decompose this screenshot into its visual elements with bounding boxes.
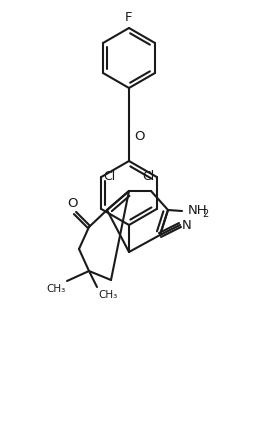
Text: O: O — [68, 197, 78, 210]
Text: CH₃: CH₃ — [47, 284, 66, 294]
Text: F: F — [125, 11, 133, 24]
Text: N: N — [182, 219, 192, 232]
Text: CH₃: CH₃ — [98, 290, 117, 300]
Text: Cl: Cl — [142, 169, 155, 182]
Text: O: O — [134, 129, 144, 142]
Text: Cl: Cl — [103, 169, 116, 182]
Text: 2: 2 — [202, 209, 208, 219]
Text: NH: NH — [188, 203, 208, 216]
